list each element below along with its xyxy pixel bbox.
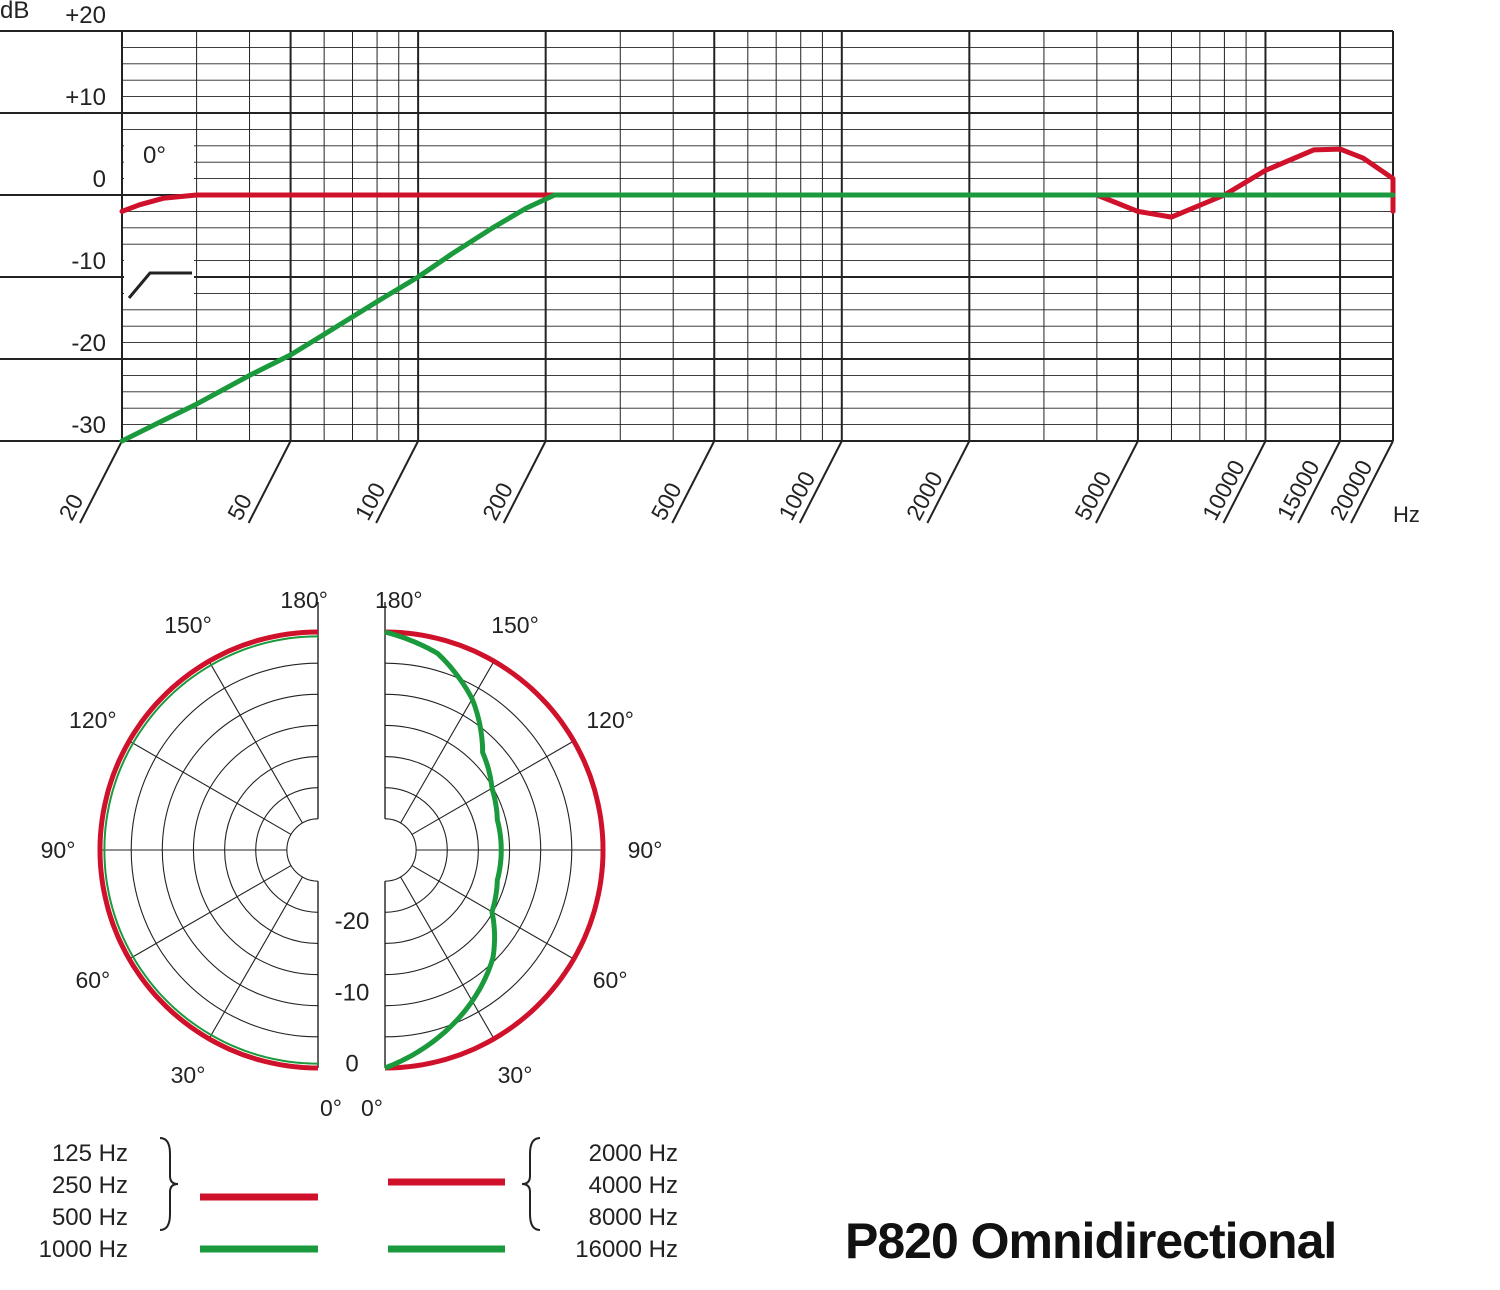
x-tick-label: 20000 xyxy=(1324,456,1377,525)
x-tick-slant xyxy=(502,440,547,524)
x-tick-label: 20 xyxy=(53,490,88,525)
polar-grid xyxy=(99,602,604,1069)
frequency-series xyxy=(119,146,1396,444)
polar-spoke xyxy=(128,740,292,835)
x-tick-slant xyxy=(79,440,123,524)
x-tick-label: 15000 xyxy=(1272,456,1325,525)
polar-angle-label: 30° xyxy=(171,1062,206,1088)
y-tick-label: -30 xyxy=(71,412,106,439)
legend-label: 4000 Hz xyxy=(589,1172,678,1199)
polar-angle-label: 150° xyxy=(164,612,212,638)
polar-curve-green xyxy=(384,629,504,1071)
x-tick-slant xyxy=(375,440,420,524)
x-tick-slant xyxy=(1095,440,1139,524)
legend-brace xyxy=(521,1137,541,1231)
y-tick-label: +20 xyxy=(65,2,106,29)
x-tick-slant xyxy=(1222,440,1267,524)
x-tick-label: 100 xyxy=(350,478,391,524)
polar-angle-label: 180° xyxy=(280,587,328,613)
legend-label: 16000 Hz xyxy=(575,1236,678,1263)
polar-angle-label: 180° xyxy=(375,587,423,613)
x-tick-slant xyxy=(247,440,292,524)
y-tick-label: +10 xyxy=(65,84,106,111)
y-axis-unit-label: dB xyxy=(0,0,29,24)
legend-label: 250 Hz xyxy=(52,1172,128,1199)
polar-pattern-chart: 180° 150° 120° 90° 60° 30° 0° 180° 150° 120° 90° 60… xyxy=(39,587,678,1263)
polar-radial-label: -20 xyxy=(335,908,370,935)
legend-label: 500 Hz xyxy=(52,1204,128,1231)
polar-radial-label: -10 xyxy=(335,979,370,1006)
angle-annotation-box xyxy=(124,132,194,184)
legend-label: 125 Hz xyxy=(52,1140,128,1167)
polar-angle-label: 150° xyxy=(491,612,539,638)
response-curve-red xyxy=(119,146,1396,220)
x-tick-slant xyxy=(1297,440,1341,524)
polar-spoke xyxy=(208,876,303,1040)
legend-label: 8000 Hz xyxy=(589,1204,678,1231)
y-axis-labels: +20 +10 0 -10 -20 -30 xyxy=(65,2,106,439)
x-tick-slant xyxy=(1350,440,1394,524)
polar-spoke xyxy=(208,660,303,824)
polar-radial-labels: -20 -10 0 xyxy=(335,908,370,1077)
x-axis-unit-label: Hz xyxy=(1393,502,1420,527)
polar-angle-label: 0° xyxy=(320,1095,342,1121)
polar-ring xyxy=(286,818,319,882)
frequency-grid xyxy=(0,30,1394,524)
response-curve-green xyxy=(119,192,1396,444)
y-tick-label: 0 xyxy=(93,166,106,193)
polar-curve-red xyxy=(97,629,319,1071)
x-tick-label: 500 xyxy=(646,478,687,524)
polar-angle-label: 60° xyxy=(593,967,628,993)
polar-curve-green xyxy=(103,635,319,1065)
polar-spoke xyxy=(128,865,292,960)
x-tick-slant xyxy=(671,440,716,524)
x-tick-label: 10000 xyxy=(1197,456,1250,525)
polar-series xyxy=(97,629,606,1071)
product-title: P820 Omnidirectional xyxy=(845,1213,1337,1269)
y-tick-label: -10 xyxy=(71,248,106,275)
polar-angle-label: 0° xyxy=(361,1095,383,1121)
polar-angle-label: 30° xyxy=(498,1062,533,1088)
legend-label: 2000 Hz xyxy=(589,1140,678,1167)
polar-radial-label: 0 xyxy=(345,1051,358,1078)
polar-legend: 125 Hz 250 Hz 500 Hz 1000 Hz 2000 Hz 4000 Hz 8… xyxy=(39,1137,678,1263)
frequency-response-chart: +20+100-10-20-30 20 50 100 200 500 1000 2000 50… xyxy=(0,0,1420,527)
polar-angle-label: 120° xyxy=(586,707,634,733)
y-tick-label: -20 xyxy=(71,330,106,357)
x-tick-label: 200 xyxy=(477,478,518,524)
polar-angle-label: 90° xyxy=(41,837,76,863)
x-axis-labels: 20 50 100 200 500 1000 2000 5000 10000 15000 20000 xyxy=(53,456,1377,525)
polar-angle-label: 90° xyxy=(628,837,663,863)
polar-angle-labels: 180° 150° 120° 90° 60° 30° 0° 180° 150° 120° 90° 60… xyxy=(41,587,663,1121)
highpass-filter-box xyxy=(124,260,194,308)
polar-angle-label: 120° xyxy=(69,707,117,733)
legend-label: 1000 Hz xyxy=(39,1236,128,1263)
polar-spoke xyxy=(400,660,495,824)
polar-curve-red xyxy=(384,629,606,1071)
legend-brace xyxy=(159,1137,179,1231)
angle-annotation: 0° xyxy=(143,142,166,169)
polar-spoke xyxy=(400,876,495,1040)
x-tick-label: 50 xyxy=(222,490,257,525)
x-tick-slant xyxy=(798,440,843,524)
x-tick-slant xyxy=(926,440,971,524)
polar-ring xyxy=(384,818,417,882)
highpass-filter-icon xyxy=(127,271,192,299)
polar-angle-label: 60° xyxy=(75,967,110,993)
